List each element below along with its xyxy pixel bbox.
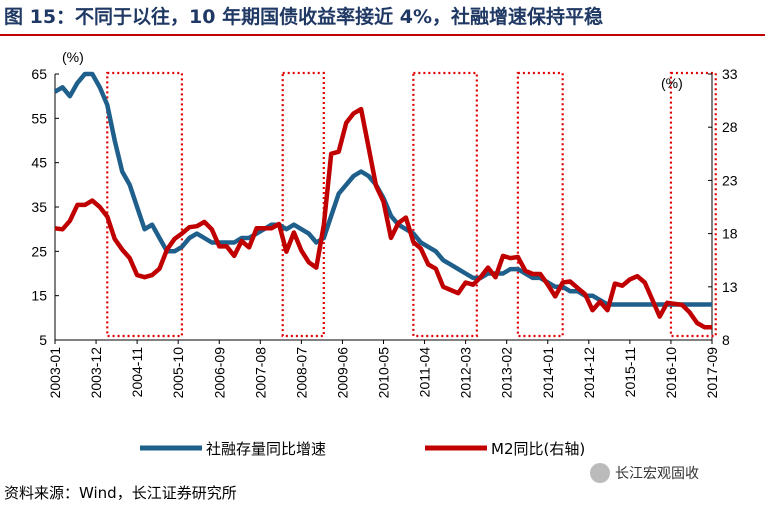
watermark-text: 长江宏观固收 [615,466,699,482]
x-tick-label: 2014-12 [581,347,597,399]
left-tick-label: 15 [31,288,47,304]
x-tick-label: 2011-04 [417,347,433,398]
x-tick-label: 2015-11 [622,347,638,398]
right-axis-ticks: 8 13 18 23 28 33 [708,66,738,348]
right-tick-label: 28 [722,119,738,135]
legend-label-series1: 社融存量同比增速 [206,440,326,458]
x-tick-label: 2014-01 [540,347,556,399]
watermark: 长江宏观固收 [590,463,699,483]
x-tick-label: 2004-11 [129,347,145,398]
x-tick-label: 2010-05 [376,347,392,399]
x-tick-label: 2007-08 [252,347,268,399]
highlight-box-5 [669,71,717,338]
highlight-box-1 [106,71,184,338]
source-note: 资料来源：Wind，长江证券研究所 [4,484,237,502]
series-line-1 [53,71,712,307]
x-tick-label: 2003-12 [88,347,104,399]
right-tick-label: 33 [722,66,738,82]
highlight-box-4 [516,71,564,338]
highlight-box-2 [281,71,325,338]
x-tick-label: 2013-02 [499,347,515,399]
highlight-box-3 [412,71,478,338]
left-tick-label: 25 [31,243,47,259]
left-tick-label: 55 [31,110,47,126]
x-tick-label: 2006-09 [211,347,227,399]
legend-label-series2: M2同比(右轴) [491,440,585,458]
x-tick-label: 2017-09 [704,347,720,399]
x-tick-label: 2016-10 [663,347,679,399]
left-tick-label: 5 [39,332,47,348]
legend: 社融存量同比增速 M2同比(右轴) [140,440,585,458]
right-tick-label: 23 [722,172,738,188]
left-tick-label: 45 [31,155,47,171]
left-tick-label: 65 [31,66,47,82]
left-axis-unit: (%) [62,49,84,65]
figure-title: 图 15：不同于以往，10 年期国债收益率接近 4%，社融增速保持平稳 [4,6,603,28]
right-tick-label: 18 [722,226,738,242]
series-line-2 [54,106,712,330]
x-tick-label: 2008-07 [293,347,309,399]
x-tick-label: 2009-06 [334,347,350,399]
right-tick-label: 8 [722,332,730,348]
left-axis-ticks: 5 15 25 35 45 55 65 [31,66,59,348]
highlight-boxes [106,71,717,338]
left-tick-label: 35 [31,199,47,215]
right-tick-label: 13 [722,279,738,295]
x-tick-label: 2003-01 [47,347,63,399]
series-lines [53,71,712,330]
x-axis-ticks: 2003-01 2003-12 2004-11 2005-10 2006-09 2007-… [47,340,720,398]
line-chart: 5 15 25 35 45 55 65 8 13 18 23 28 33 2003-01 2003-12… [31,49,738,458]
wechat-logo-icon [590,463,610,483]
right-axis-unit: (%) [661,75,683,91]
title-divider [0,34,765,36]
x-tick-label: 2012-03 [458,347,474,399]
x-tick-label: 2005-10 [170,347,186,399]
